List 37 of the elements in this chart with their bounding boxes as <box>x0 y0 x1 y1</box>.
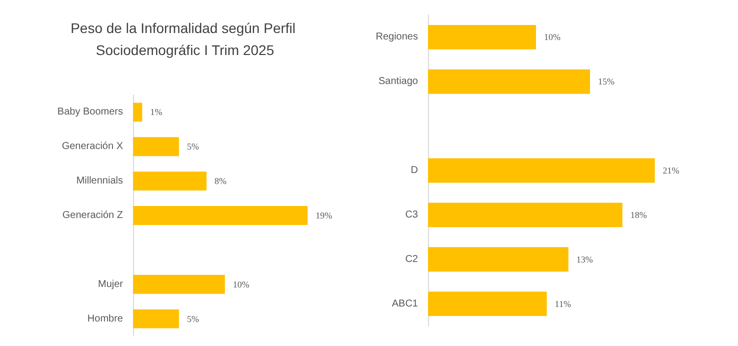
data-label: 15% <box>598 76 615 87</box>
y-tick-label: Mujer <box>98 278 124 290</box>
bar <box>133 172 207 191</box>
data-label: 5% <box>186 142 200 152</box>
y-tick-label: C3 <box>405 209 418 220</box>
bar <box>428 24 536 50</box>
data-label: 10% <box>544 32 561 42</box>
data-label: 18% <box>630 210 648 220</box>
data-label: 19% <box>316 210 333 220</box>
bar <box>133 102 142 122</box>
bar <box>428 202 622 228</box>
bar <box>133 309 179 328</box>
data-label: 10% <box>232 279 250 290</box>
y-tick-label: ABC1 <box>392 298 418 310</box>
y-tick-label: Regiones <box>376 32 418 43</box>
bar <box>133 274 225 294</box>
bar <box>428 247 568 272</box>
data-label: 21% <box>662 166 680 176</box>
y-tick-label: Millennials <box>76 176 123 187</box>
bar <box>428 158 655 183</box>
bar <box>133 206 308 225</box>
y-tick-label: Generación Z <box>62 210 123 221</box>
y-tick-label: C2 <box>405 254 418 265</box>
data-label: 1% <box>150 107 163 118</box>
y-tick-label: Generación X <box>62 141 124 152</box>
y-tick-label: Hombre <box>87 313 124 324</box>
data-label: 13% <box>576 254 594 264</box>
y-tick-label: D <box>410 165 418 176</box>
y-tick-label: Baby Boomers <box>57 106 123 118</box>
bar <box>428 69 590 94</box>
data-label: 5% <box>186 314 200 324</box>
data-label: 11% <box>554 298 572 309</box>
y-tick-label: Santiago <box>378 76 418 88</box>
data-label: 8% <box>214 176 228 186</box>
bar <box>133 137 179 156</box>
chart-title: Peso de la Informalidad según Perfil Sociodemográfic I Trim 2025 <box>70 20 300 58</box>
bar <box>428 292 547 316</box>
